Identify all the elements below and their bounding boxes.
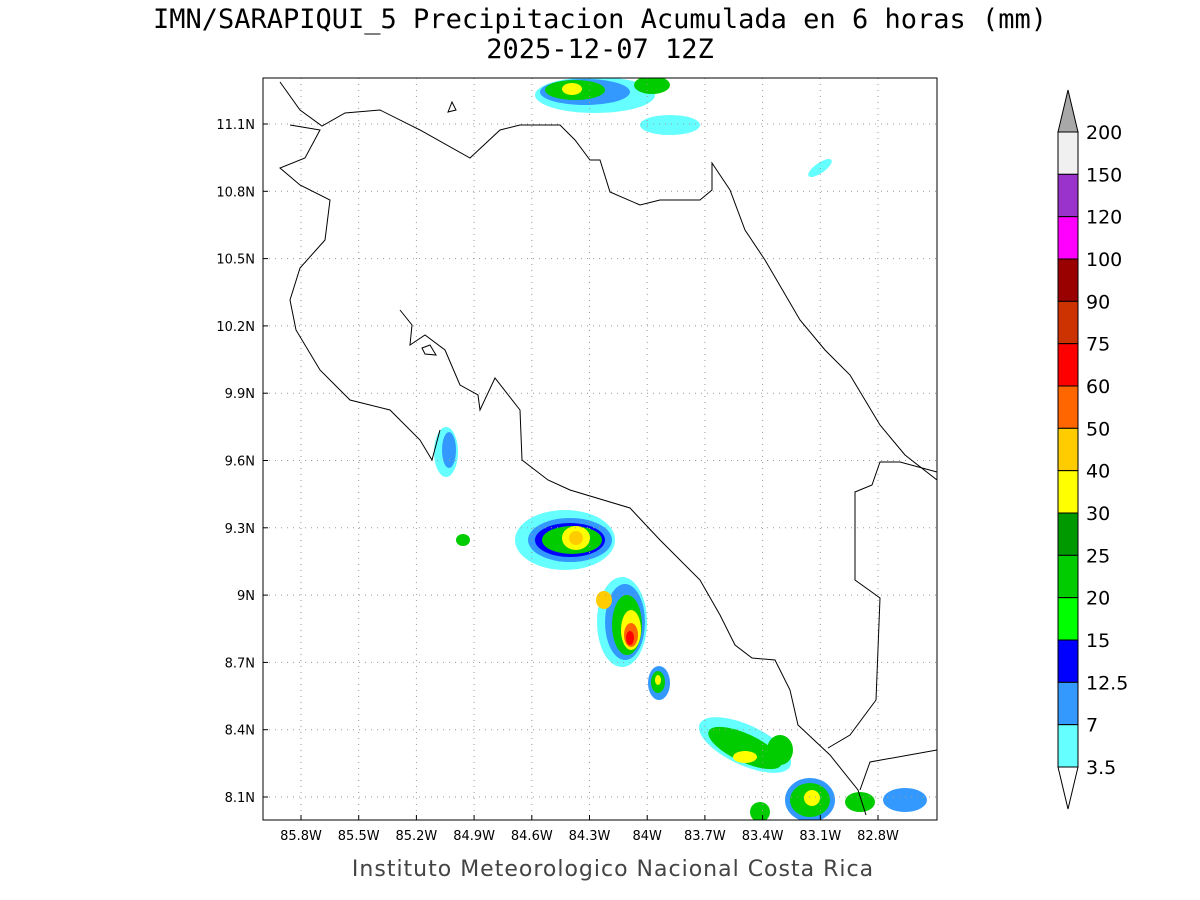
colorbar-label: 7 xyxy=(1086,715,1098,737)
map: 11.1N 10.8N 10.5N 10.2N 9.9N 9.6N 9.3N 9N 8.7N 8.… xyxy=(216,77,938,844)
lon-label: 84W xyxy=(632,829,662,844)
colorbar-box xyxy=(1057,427,1079,472)
colorbar-box xyxy=(1057,300,1079,345)
colorbar-box xyxy=(1057,639,1079,683)
footer: Instituto Meteorologico Nacional Costa R… xyxy=(352,857,874,882)
lat-label: 11.1N xyxy=(216,118,255,133)
colorbar-box xyxy=(1057,173,1079,218)
lon-label: 83.7W xyxy=(684,829,726,844)
colorbar-box xyxy=(1057,216,1079,260)
subtitle: 2025-12-07 12Z xyxy=(486,34,714,65)
colorbar-label: 15 xyxy=(1086,630,1110,652)
colorbar-label: 12.5 xyxy=(1086,672,1128,694)
colorbar-box xyxy=(1057,385,1079,429)
lat-label: 8.4N xyxy=(225,724,255,739)
lat-label: 9.9N xyxy=(225,387,255,402)
colorbar-box xyxy=(1057,512,1079,556)
colorbar-box xyxy=(1057,131,1079,175)
colorbar-box xyxy=(1057,470,1079,514)
lat-label: 10.2N xyxy=(216,320,255,335)
colorbar-label: 60 xyxy=(1086,376,1110,398)
colorbar-label: 150 xyxy=(1086,164,1122,186)
colorbar-box xyxy=(1057,724,1079,768)
colorbar-label: 120 xyxy=(1086,207,1122,229)
lat-label: 8.7N xyxy=(225,656,255,671)
lon-label: 85.5W xyxy=(338,829,380,844)
map-frame xyxy=(262,77,938,821)
colorbar-label: 3.5 xyxy=(1086,757,1116,779)
title: IMN/SARAPIQUI_5 Precipitacion Acumulada … xyxy=(153,4,1047,35)
rain-cells xyxy=(434,78,927,820)
lon-label: 83.1W xyxy=(799,829,841,844)
colorbar-box xyxy=(1057,554,1079,599)
lat-label: 9.3N xyxy=(225,522,255,537)
colorbar-label: 25 xyxy=(1086,545,1110,567)
lon-label: 82.8W xyxy=(857,829,899,844)
lat-label: 9.6N xyxy=(225,455,255,470)
lat-label: 9N xyxy=(237,589,255,604)
colorbar-label: 75 xyxy=(1086,334,1110,356)
colorbar-label: 30 xyxy=(1086,503,1110,525)
lon-label: 85.2W xyxy=(395,829,437,844)
lat-label: 10.8N xyxy=(216,185,255,200)
colorbar-label: 100 xyxy=(1086,249,1122,271)
coastline xyxy=(279,81,937,816)
colorbar-box xyxy=(1057,681,1079,726)
lat-label: 10.5N xyxy=(216,253,255,268)
colorbar-over xyxy=(1057,89,1079,133)
colorbar-label: 20 xyxy=(1086,588,1110,610)
colorbar-box xyxy=(1057,597,1079,641)
lat-label: 8.1N xyxy=(225,791,255,806)
grid: 11.1N 10.8N 10.5N 10.2N 9.9N 9.6N 9.3N 9N 8.7N 8.… xyxy=(216,78,937,844)
colorbar-under xyxy=(1057,766,1079,810)
colorbar-label: 90 xyxy=(1086,291,1110,313)
colorbar-label: 50 xyxy=(1086,418,1110,440)
lon-label: 84.3W xyxy=(569,829,611,844)
colorbar-box xyxy=(1057,258,1079,302)
lon-label: 83.4W xyxy=(742,829,784,844)
colorbar-label: 40 xyxy=(1086,461,1110,483)
colorbar-label: 200 xyxy=(1086,122,1122,144)
lon-label: 84.9W xyxy=(453,829,495,844)
lon-label: 84.6W xyxy=(511,829,553,844)
colorbar: 200 150 120 100 90 75 60 50 40 30 25 20 15 12.5 7 3.5 xyxy=(1057,89,1128,810)
colorbar-box xyxy=(1057,343,1079,387)
lon-label: 85.8W xyxy=(280,829,322,844)
precip xyxy=(434,78,927,820)
